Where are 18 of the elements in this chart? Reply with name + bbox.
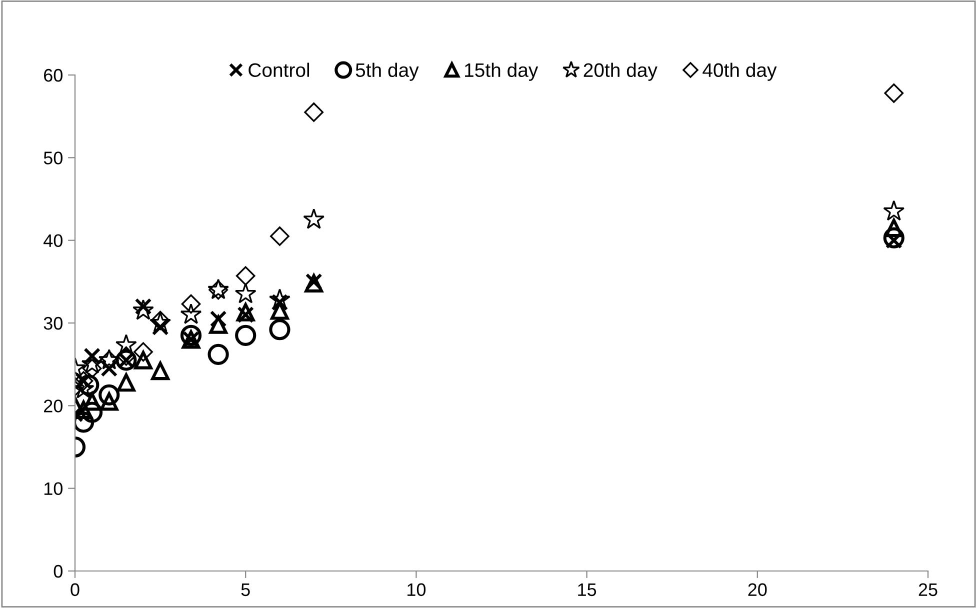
y-tick-label: 60 xyxy=(44,68,62,82)
x-tick-label: 5 xyxy=(241,583,250,596)
y-tick-label: 50 xyxy=(44,152,62,164)
y-tick-label: 20 xyxy=(44,400,62,412)
legend-label: 40th day xyxy=(702,62,777,81)
x-tick-label: 10 xyxy=(408,583,426,596)
legend-label: 15th day xyxy=(465,62,538,81)
y-tick-label: 40 xyxy=(44,234,62,248)
legend-label: Control xyxy=(248,62,310,78)
x-tick-label: 25 xyxy=(918,583,938,596)
y-tick-label: 30 xyxy=(44,316,62,330)
x-tick-label: 20 xyxy=(748,583,767,596)
y-tick-label: 10 xyxy=(44,482,62,496)
y-tick-label: 0 xyxy=(54,564,62,578)
legend-label: 20th day xyxy=(584,62,658,81)
legend-label: 5th day xyxy=(356,62,419,81)
x-tick-label: 15 xyxy=(578,583,596,596)
x-tick-label: 0 xyxy=(70,583,80,596)
